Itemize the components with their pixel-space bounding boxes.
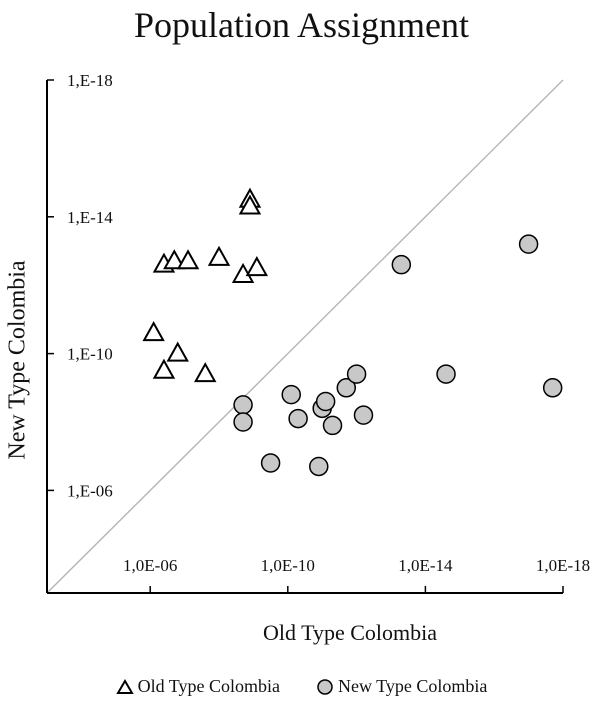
x-axis-label: Old Type Colombia [262, 620, 438, 645]
chart-title: Population Assignment [133, 5, 470, 45]
data-point-new-type [542, 378, 563, 398]
x-tick-label: 1,0E-18 [536, 556, 590, 575]
data-point-new-type [288, 408, 308, 429]
data-point-new-type [260, 453, 281, 473]
diagonal-line [46, 79, 564, 594]
y-tick-label: 1,E-06 [67, 481, 113, 500]
y-tick-label: 1,E-18 [67, 71, 113, 90]
data-point-old-type [142, 321, 165, 342]
y-tick-label: 1,E-10 [67, 345, 113, 364]
data-point-old-type [194, 362, 217, 383]
data-point-new-type [233, 412, 253, 432]
data-point-new-type [353, 405, 374, 425]
data-point-old-type [152, 358, 176, 379]
data-point-old-type [166, 341, 189, 362]
data-point-new-type [233, 395, 253, 415]
data-point-old-type [207, 245, 231, 266]
data-point-old-type [176, 249, 200, 270]
triangle-marker-icon [115, 678, 134, 694]
legend-label-old-type: Old Type Colombia [137, 676, 280, 696]
x-tick-label: 1,0E-06 [123, 556, 177, 575]
legend: Old Type Colombia New Type Colombia [0, 676, 603, 697]
legend-item-new-type: New Type Colombia [316, 676, 487, 697]
data-point-new-type [315, 391, 336, 412]
data-point-new-type [518, 234, 539, 254]
data-point-new-type [436, 364, 456, 384]
legend-item-old-type: Old Type Colombia [115, 676, 280, 697]
x-tick-label: 1,0E-14 [398, 556, 453, 575]
data-point-old-type [163, 249, 186, 270]
data-point-new-type [281, 384, 301, 405]
data-point-old-type [245, 256, 269, 277]
data-point-new-type [322, 415, 343, 436]
y-tick-label: 1,E-14 [67, 208, 113, 227]
circle-marker-icon [317, 678, 333, 695]
data-point-old-type [238, 194, 262, 215]
legend-label-new-type: New Type Colombia [338, 676, 488, 696]
data-point-new-type [336, 378, 357, 398]
x-tick-label: 1,0E-10 [261, 556, 315, 575]
data-point-new-type [391, 254, 412, 275]
data-point-new-type [309, 456, 329, 477]
data-point-new-type [346, 364, 367, 384]
